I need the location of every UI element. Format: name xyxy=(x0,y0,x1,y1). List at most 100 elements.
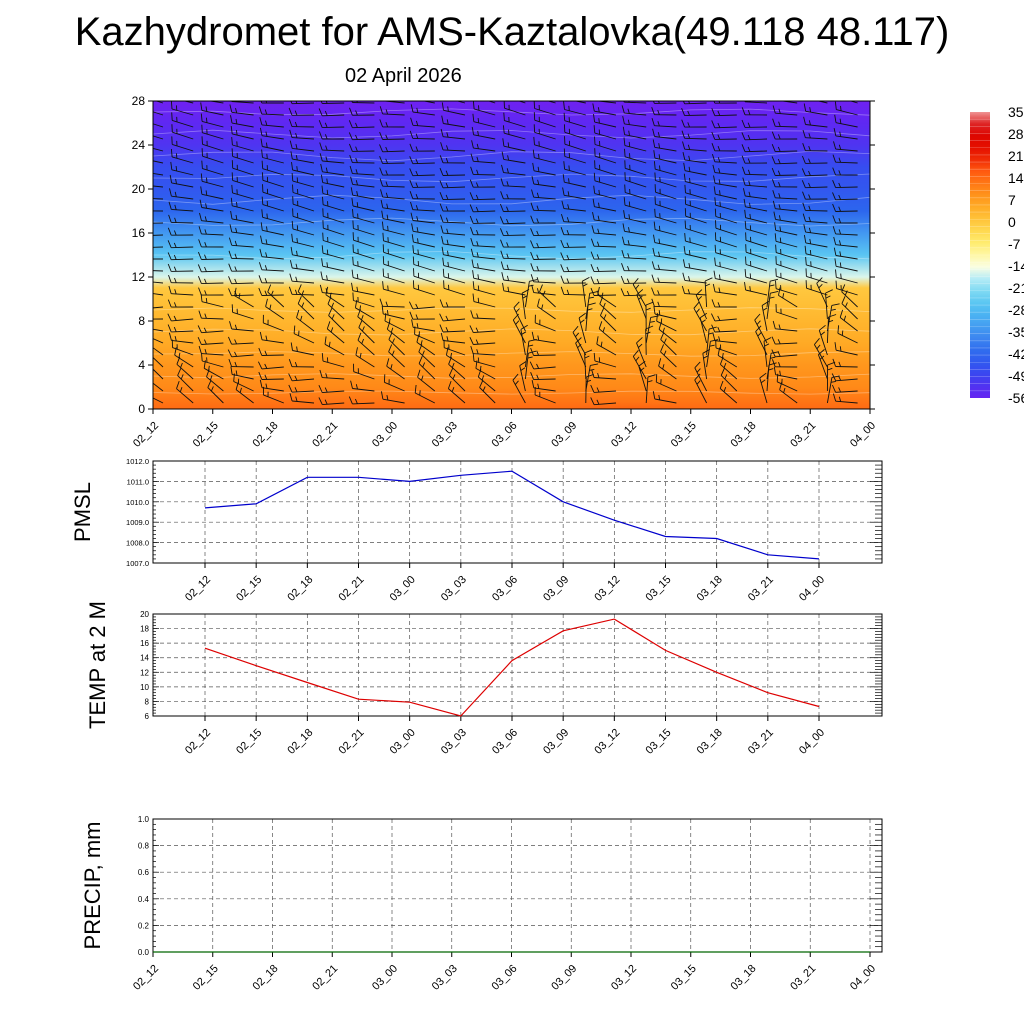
wind-barb xyxy=(201,160,224,176)
wind-barb xyxy=(624,184,647,200)
wind-barb xyxy=(841,296,858,320)
wind-barb xyxy=(531,284,556,296)
xtick-label: 02_21 xyxy=(337,727,367,757)
wind-barb xyxy=(652,247,677,260)
wind-barb xyxy=(153,210,164,212)
wind-barb xyxy=(766,278,779,308)
wind-barb xyxy=(153,246,164,248)
ytick-label: 10 xyxy=(140,683,149,692)
wind-barb xyxy=(176,380,194,404)
wind-barb xyxy=(741,155,768,164)
wind-barb xyxy=(441,102,466,116)
wind-barb xyxy=(479,380,496,404)
wind-barb xyxy=(289,129,315,140)
wind-barb xyxy=(802,191,828,200)
colorbar-label: -14 xyxy=(1008,258,1024,274)
wind-barb xyxy=(834,342,858,356)
wind-barb xyxy=(447,380,466,404)
heatmap-field xyxy=(153,101,870,409)
heatmap-xtick-label: 03_03 xyxy=(430,420,460,450)
wind-barb xyxy=(441,246,466,260)
wind-barb xyxy=(503,101,526,116)
wind-barb xyxy=(835,280,858,296)
wind-barb xyxy=(772,105,798,116)
heatmap-panel: 0 4 8 12 16 20 24 28 02_12 02_15 02_18 02_21 03_00 03… xyxy=(131,94,878,450)
wind-barb xyxy=(592,212,617,224)
wind-barb xyxy=(778,287,798,308)
wind-barb xyxy=(590,238,617,248)
wind-barb xyxy=(318,108,345,117)
heatmap-ytick-label: 16 xyxy=(132,226,146,240)
wind-barb xyxy=(825,289,833,320)
wind-barb xyxy=(531,380,556,392)
wind-barb xyxy=(563,101,586,116)
wind-barb xyxy=(197,325,224,334)
wind-barb xyxy=(530,372,556,381)
wind-barb xyxy=(714,257,737,272)
wind-barb xyxy=(388,344,405,368)
ytick-label: 0.6 xyxy=(138,868,150,877)
wind-barb xyxy=(167,240,194,249)
ytick-label: 1.0 xyxy=(138,815,150,824)
wind-barb xyxy=(487,101,496,104)
wind-barb xyxy=(228,263,254,272)
contour-line xyxy=(153,373,870,379)
xtick-label: 03_12 xyxy=(592,727,622,757)
wind-barb xyxy=(745,256,768,272)
wind-barb xyxy=(621,105,647,116)
wind-barb xyxy=(772,190,798,200)
wind-barb xyxy=(321,185,345,200)
wind-barb xyxy=(410,201,435,212)
wind-barb xyxy=(358,320,375,344)
wind-barb xyxy=(622,126,647,140)
wind-barb xyxy=(560,213,586,224)
wind-barb xyxy=(153,185,164,188)
wind-barb xyxy=(410,104,435,116)
wind-barb xyxy=(440,128,466,140)
wind-barb xyxy=(381,210,405,224)
wind-barb xyxy=(153,258,163,260)
wind-barb xyxy=(593,125,617,140)
wind-barb xyxy=(704,277,713,308)
wind-barb xyxy=(153,123,164,128)
wind-barb xyxy=(411,319,435,332)
wind-barb xyxy=(849,101,858,104)
wind-barb xyxy=(710,313,737,322)
wind-barb xyxy=(501,151,526,164)
wind-barb xyxy=(288,286,315,296)
wind-barb xyxy=(500,178,526,188)
wind-barb xyxy=(802,202,828,212)
wind-barb xyxy=(153,306,164,309)
wind-barb xyxy=(289,140,315,152)
wind-barb xyxy=(560,275,586,284)
wind-barb xyxy=(197,337,224,345)
wind-barb xyxy=(410,117,435,128)
wind-barb xyxy=(169,188,194,200)
wind-barb xyxy=(531,331,556,344)
wind-barb xyxy=(472,293,496,308)
wind-barb xyxy=(755,325,768,356)
wind-barb xyxy=(593,185,617,200)
wind-barb xyxy=(771,131,798,140)
wind-barb xyxy=(684,233,707,248)
wind-barb xyxy=(318,397,345,406)
wind-barb xyxy=(624,172,647,188)
wind-barb xyxy=(198,287,224,296)
wind-barb xyxy=(288,359,315,368)
wind-barb xyxy=(590,384,617,393)
heatmap-ytick-label: 8 xyxy=(138,314,145,328)
xtick-label: 03_15 xyxy=(644,574,674,604)
wind-barb xyxy=(702,349,711,380)
wind-barb xyxy=(352,256,375,272)
wind-barb xyxy=(831,384,858,393)
wind-barb xyxy=(713,101,737,104)
xtick-label: 03_00 xyxy=(388,574,418,604)
xtick-label: 04_00 xyxy=(848,963,878,993)
wind-barb xyxy=(530,263,556,272)
wind-barb xyxy=(531,189,556,200)
wind-barb xyxy=(200,113,224,128)
wind-barb xyxy=(351,269,375,284)
wind-barb xyxy=(231,184,254,200)
wind-barb xyxy=(153,160,164,164)
wind-barb xyxy=(712,283,737,296)
